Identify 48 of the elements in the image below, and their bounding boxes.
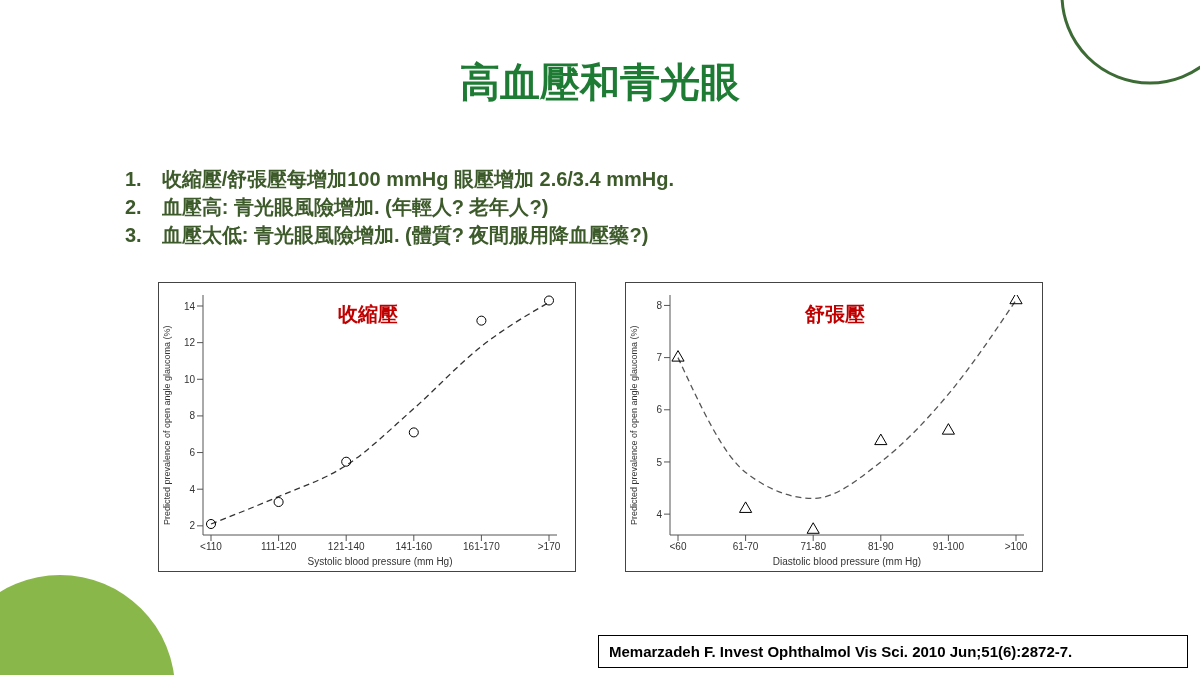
x-tick-label: 91-100 xyxy=(932,541,965,553)
x-tick-label: 81-90 xyxy=(868,541,895,553)
text: 3. 血壓太低: 青光眼風險增加. (體質? 夜間服用降血壓藥?) xyxy=(125,223,650,248)
y-tick-label: 8 xyxy=(656,299,663,311)
point xyxy=(408,427,419,438)
y-tick-label: 7 xyxy=(656,352,663,364)
y-tick-label: 2 xyxy=(189,520,196,532)
x-tick-label: >170 xyxy=(537,541,561,553)
chart-title: 收縮壓 xyxy=(338,303,398,325)
y-tick-label: 4 xyxy=(189,483,196,495)
y-axis-title: Predicted prevalence of open angle glaucoma (%) xyxy=(629,325,640,525)
point xyxy=(476,315,487,326)
y-tick-label: 4 xyxy=(656,508,663,520)
x-tick-label: 61-70 xyxy=(732,541,759,553)
x-axis-title: Systolic blood pressure (mm Hg) xyxy=(307,556,453,567)
y-tick-label: 6 xyxy=(656,404,663,416)
x-axis-title: Diastolic blood pressure (mm Hg) xyxy=(772,556,922,567)
y-tick-label: 14 xyxy=(183,300,196,312)
x-tick-label: 111-120 xyxy=(260,541,297,553)
point xyxy=(739,501,753,513)
chart-title: 舒張壓 xyxy=(805,303,865,325)
point xyxy=(671,350,685,362)
text: 1. 收縮壓/舒張壓每增加100 mmHg 眼壓增加 2.6/3.4 mmHg. xyxy=(125,167,675,192)
y-axis-title: Predicted prevalence of open angle glaucoma (%) xyxy=(162,325,173,525)
x-tick-label: 121-140 xyxy=(327,541,365,553)
x-tick-label: 71-80 xyxy=(800,541,827,553)
y-tick-label: 10 xyxy=(183,373,196,385)
x-tick-label: <110 xyxy=(200,541,223,553)
x-tick-label: 161-170 xyxy=(463,541,501,553)
text: Memarzadeh F. Invest Ophthalmol Vis Sci. 2010 Jun;51(6):2872-7. xyxy=(598,635,1188,668)
text: 2. 血壓高: 青光眼風險增加. (年輕人? 老年人?) xyxy=(125,195,550,220)
x-tick-label: <60 xyxy=(669,541,687,553)
point xyxy=(273,497,284,508)
y-tick-label: 12 xyxy=(183,337,196,349)
point xyxy=(205,519,217,530)
y-tick-label: 6 xyxy=(189,447,196,459)
x-tick-label: >100 xyxy=(1004,541,1028,553)
y-tick-label: 5 xyxy=(656,456,663,468)
point xyxy=(341,456,352,467)
x-tick-label: 141-160 xyxy=(395,541,433,553)
point xyxy=(874,433,888,446)
point xyxy=(806,522,820,534)
text: 高血壓和青光眼 xyxy=(459,59,741,106)
y-tick-label: 8 xyxy=(189,410,196,422)
point xyxy=(543,295,555,306)
point xyxy=(941,423,955,435)
line-series xyxy=(210,301,550,525)
point xyxy=(1009,295,1023,305)
